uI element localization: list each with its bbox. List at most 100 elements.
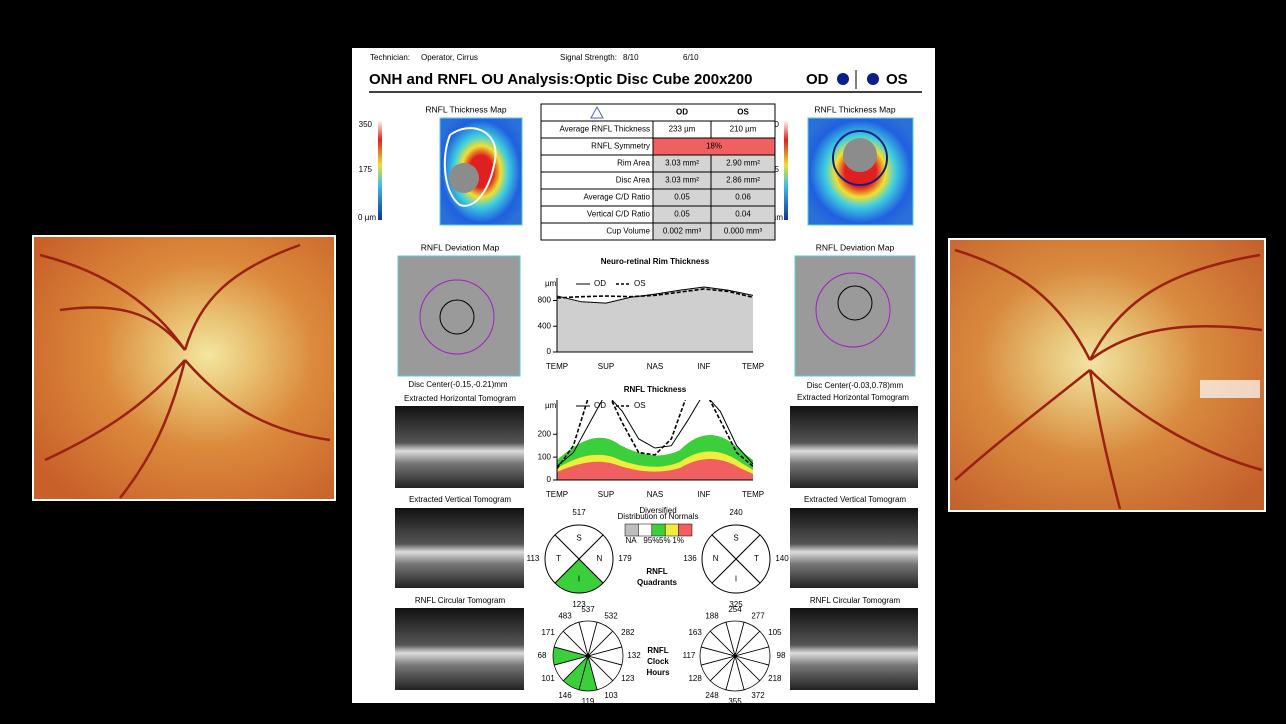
disc xyxy=(449,163,479,193)
deviation-map-od xyxy=(398,256,520,376)
legend-swatch xyxy=(638,524,651,536)
map-title: RNFL Deviation Map xyxy=(421,242,500,252)
tomogram xyxy=(790,608,918,690)
x-tick-label: NAS xyxy=(647,490,663,499)
eye-dot xyxy=(867,73,879,85)
y-axis-label: µm xyxy=(545,279,557,288)
x-tick-label: INF xyxy=(698,490,711,499)
cell: 18% xyxy=(706,142,722,151)
page: Technician: Operator, Cirrus Signal Stre… xyxy=(0,0,1286,724)
os-label: OS xyxy=(886,71,908,88)
row-label: Average C/D Ratio xyxy=(583,193,650,202)
cell: 0.05 xyxy=(674,210,690,219)
tomo-title: Extracted Vertical Tomogram xyxy=(409,495,511,504)
screen: Technician: Operator, Cirrus Signal Stre… xyxy=(0,0,1286,724)
label: Technician: xyxy=(370,53,410,62)
clock-value: 117 xyxy=(683,651,696,660)
glare xyxy=(1200,380,1260,398)
cell: 0.06 xyxy=(735,193,751,202)
legend-swatch xyxy=(665,524,678,536)
clock-value: 101 xyxy=(541,674,555,683)
od-label: OD xyxy=(806,71,829,88)
fundus-photo-os xyxy=(949,239,1265,511)
cell: 2.90 mm² xyxy=(726,159,760,168)
cell: 210 µm xyxy=(730,125,757,134)
signal-od: 8/10 xyxy=(623,53,639,62)
disc-center: Disc Center(-0.03,0.78)mm xyxy=(807,381,904,390)
signal-os: 6/10 xyxy=(683,53,699,62)
clock-value: 355 xyxy=(728,697,742,706)
cell: 3.03 mm² xyxy=(665,159,699,168)
x-tick-label: TEMP xyxy=(546,490,568,499)
quadrant-letter: I xyxy=(735,575,737,584)
dial-title: RNFL xyxy=(646,567,667,576)
tomo-title: Extracted Horizontal Tomogram xyxy=(797,393,909,402)
quadrant-value: 179 xyxy=(618,554,632,563)
scale-label: 350 xyxy=(359,120,373,129)
clock-value: 128 xyxy=(688,674,702,683)
clock-value: 483 xyxy=(558,611,572,620)
clock-value: 282 xyxy=(621,628,635,637)
column-header: OS xyxy=(737,108,749,117)
row-label: Cup Volume xyxy=(606,227,650,236)
tomo-title: Extracted Horizontal Tomogram xyxy=(404,394,516,403)
chart-title: RNFL Thickness xyxy=(624,385,687,394)
y-tick-label: 800 xyxy=(538,296,552,305)
clock-value: 248 xyxy=(705,691,719,700)
tomo-title: RNFL Circular Tomogram xyxy=(415,596,506,605)
quadrant-letter: T xyxy=(556,554,561,563)
cell: 3.03 mm² xyxy=(665,176,699,185)
x-tick-label: TEMP xyxy=(546,362,568,371)
legend-label: OD xyxy=(594,279,606,288)
quadrant-value: 240 xyxy=(729,508,743,517)
scale-label: 175 xyxy=(359,165,373,174)
label: Signal Strength: xyxy=(560,53,617,62)
colorbar xyxy=(784,120,788,220)
quadrant-letter: T xyxy=(754,554,759,563)
row-label: Average RNFL Thickness xyxy=(559,125,650,134)
clock-value: 163 xyxy=(688,628,702,637)
row-label: Rim Area xyxy=(617,159,650,168)
clock-value: 537 xyxy=(581,605,595,614)
eye-dot xyxy=(837,73,849,85)
cell: 0.000 mm³ xyxy=(724,227,763,236)
cell: 0.04 xyxy=(735,210,751,219)
quadrant-letter: S xyxy=(576,534,581,543)
quadrant-letter: S xyxy=(733,534,738,543)
report-title: ONH and RNFL OU Analysis:Optic Disc Cube… xyxy=(369,71,752,88)
quadrant-letter: I xyxy=(578,575,580,584)
clock-value: 254 xyxy=(728,605,742,614)
legend-swatch xyxy=(679,524,692,536)
tomo-title: RNFL Circular Tomogram xyxy=(810,596,901,605)
clock-value: 218 xyxy=(768,674,782,683)
quadrant-value: 140 xyxy=(775,554,789,563)
clock-value: 372 xyxy=(751,691,765,700)
legend-label: OS xyxy=(634,401,646,410)
legend-swatch xyxy=(652,524,665,536)
legend-label: OS xyxy=(634,279,646,288)
cell: 2.86 mm² xyxy=(726,176,760,185)
quadrant-value: 113 xyxy=(527,554,540,563)
quadrant-letter: N xyxy=(597,554,603,563)
cell: 233 µm xyxy=(669,125,696,134)
deviation-map-os xyxy=(795,256,915,376)
tomogram xyxy=(395,406,524,488)
x-tick-label: TEMP xyxy=(742,362,764,371)
legend-label: 1% xyxy=(672,536,684,545)
chart-title: Neuro-retinal Rim Thickness xyxy=(601,257,710,266)
clock-value: 123 xyxy=(621,674,635,683)
x-tick-label: INF xyxy=(698,362,711,371)
tomogram xyxy=(395,508,524,588)
cell: 0.002 mm³ xyxy=(663,227,702,236)
row-label: Disc Area xyxy=(616,176,651,185)
y-tick-label: 100 xyxy=(538,452,552,461)
clock-value: 68 xyxy=(538,651,547,660)
technician: Operator, Cirrus xyxy=(421,53,478,62)
x-tick-label: SUP xyxy=(598,490,614,499)
clock-value: 119 xyxy=(582,697,595,706)
quadrant-value: 517 xyxy=(572,508,586,517)
map-title: RNFL Deviation Map xyxy=(816,242,895,252)
legend-label: 95% xyxy=(643,536,659,545)
clock-value: 532 xyxy=(604,611,618,620)
clock-value: 188 xyxy=(705,611,719,620)
